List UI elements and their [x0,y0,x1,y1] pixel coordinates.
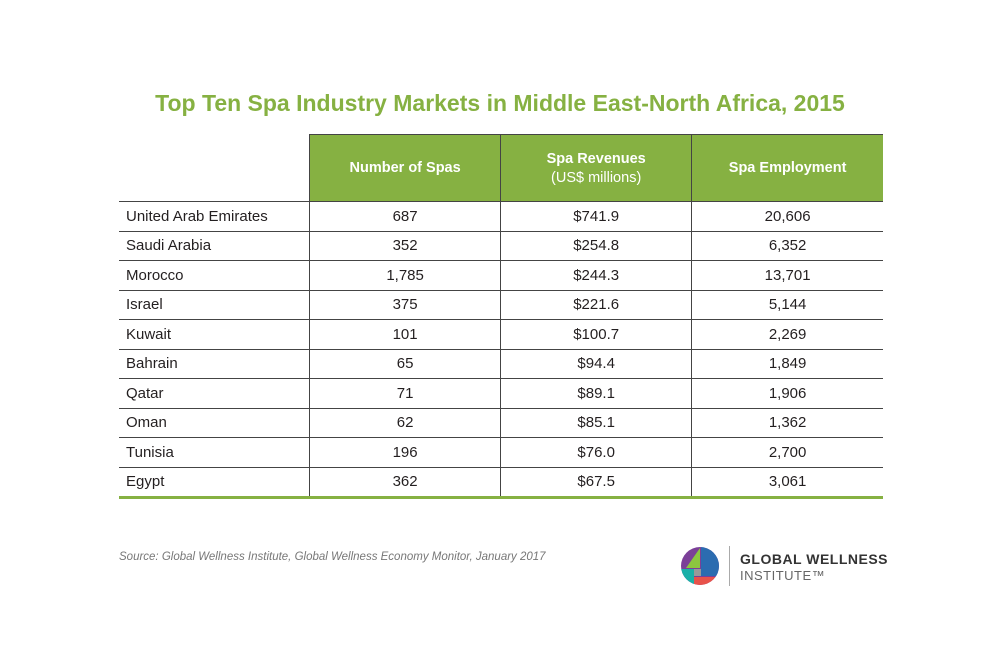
country-cell: Bahrain [119,348,310,379]
spa-employment-cell: 3,061 [691,466,883,499]
logo-divider [729,546,730,586]
spa-employment-cell: 1,362 [691,407,883,438]
country-cell: Oman [119,407,310,438]
spa-revenues-cell: $76.0 [500,437,692,467]
table-row: Israel 375 $221.6 5,144 [119,289,883,320]
table-row: Qatar 71 $89.1 1,906 [119,378,883,408]
spa-revenues-cell: $85.1 [500,407,692,438]
spa-markets-table: Number of Spas Spa Revenues (US$ millions… [119,134,883,499]
header-number-of-spas: Number of Spas [309,134,501,202]
spa-revenues-cell: $89.1 [500,378,692,408]
number-of-spas-cell: 196 [309,437,501,467]
brand-name: GLOBAL WELLNESS [740,551,889,567]
spa-employment-cell: 6,352 [691,230,883,261]
number-of-spas-cell: 375 [309,289,501,320]
spa-employment-cell: 2,269 [691,319,883,349]
header-spa-employment: Spa Employment [691,134,883,202]
country-cell: United Arab Emirates [119,201,310,231]
spa-revenues-cell: $67.5 [500,466,692,499]
table-row: Morocco 1,785 $244.3 13,701 [119,260,883,290]
table-row: Tunisia 196 $76.0 2,700 [119,437,883,467]
table-row: Oman 62 $85.1 1,362 [119,407,883,438]
number-of-spas-cell: 65 [309,348,501,379]
table-row: Kuwait 101 $100.7 2,269 [119,319,883,349]
header-spa-revenues-label: Spa Revenues [546,150,646,167]
brand-subname: INSTITUTE™ [740,568,826,583]
header-row: Number of Spas Spa Revenues (US$ millions… [119,134,883,202]
header-spa-revenues-unit: (US$ millions) [551,169,642,186]
spa-employment-cell: 1,849 [691,348,883,379]
spa-revenues-cell: $100.7 [500,319,692,349]
spa-revenues-cell: $741.9 [500,201,692,231]
table-row: Bahrain 65 $94.4 1,849 [119,348,883,379]
number-of-spas-cell: 62 [309,407,501,438]
global-wellness-institute-logo-icon [681,547,719,585]
spa-employment-cell: 1,906 [691,378,883,408]
country-cell: Qatar [119,378,310,408]
spa-employment-cell: 13,701 [691,260,883,290]
number-of-spas-cell: 362 [309,466,501,499]
spa-employment-cell: 20,606 [691,201,883,231]
number-of-spas-cell: 1,785 [309,260,501,290]
number-of-spas-cell: 687 [309,201,501,231]
country-cell: Israel [119,289,310,320]
country-cell: Saudi Arabia [119,230,310,261]
spa-employment-cell: 5,144 [691,289,883,320]
number-of-spas-cell: 101 [309,319,501,349]
country-cell: Egypt [119,466,310,499]
spa-revenues-cell: $254.8 [500,230,692,261]
table-row: Saudi Arabia 352 $254.8 6,352 [119,230,883,261]
number-of-spas-cell: 352 [309,230,501,261]
spa-employment-cell: 2,700 [691,437,883,467]
table-row: Egypt 362 $67.5 3,061 [119,466,883,499]
header-spa-revenues: Spa Revenues (US$ millions) [500,134,692,202]
country-cell: Morocco [119,260,310,290]
country-cell: Kuwait [119,319,310,349]
spa-revenues-cell: $94.4 [500,348,692,379]
page-title: Top Ten Spa Industry Markets in Middle E… [155,90,845,116]
spa-revenues-cell: $244.3 [500,260,692,290]
spa-revenues-cell: $221.6 [500,289,692,320]
country-cell: Tunisia [119,437,310,467]
table-row: United Arab Emirates 687 $741.9 20,606 [119,201,883,231]
number-of-spas-cell: 71 [309,378,501,408]
header-empty [119,134,310,202]
source-note: Source: Global Wellness Institute, Globa… [119,551,546,563]
